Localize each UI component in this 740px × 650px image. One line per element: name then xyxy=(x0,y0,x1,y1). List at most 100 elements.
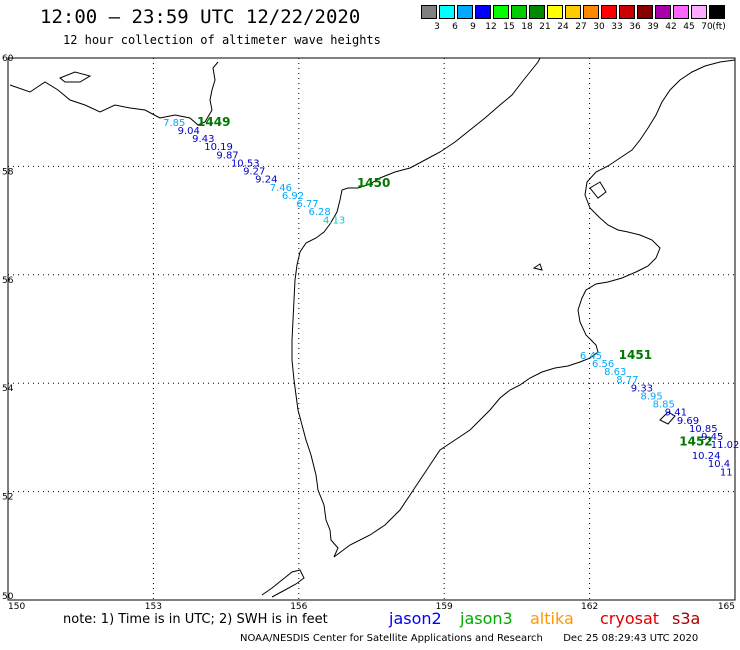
legend-swatch xyxy=(601,5,617,19)
legend-label: 70 xyxy=(701,22,713,32)
page-title: 12:00 – 23:59 UTC 12/22/2020 xyxy=(40,6,361,28)
legend-label: 42 xyxy=(665,22,677,32)
pass-number: 1452 xyxy=(679,435,712,449)
legend-swatch xyxy=(619,5,635,19)
legend-swatch xyxy=(709,5,725,19)
legend-label: 3 xyxy=(434,22,440,32)
footnote: note: 1) Time is in UTC; 2) SWH is in fe… xyxy=(63,612,328,627)
credit-line: NOAA/NESDIS Center for Satellite Applica… xyxy=(240,633,698,644)
commander-islands xyxy=(659,411,676,425)
wave-height-value: 9.04 xyxy=(178,126,200,137)
coastline xyxy=(9,57,736,598)
lon-tick-label: 162 xyxy=(581,602,598,612)
legend-label: 9 xyxy=(470,22,476,32)
legend-swatch xyxy=(475,5,491,19)
lon-tick-label: 153 xyxy=(145,602,162,612)
map-frame xyxy=(7,57,736,601)
legend-label: 39 xyxy=(647,22,659,32)
wave-height-value: 11.02 xyxy=(711,440,740,451)
wave-height-value: 6.28 xyxy=(308,207,330,218)
wave-height-value: 8.95 xyxy=(640,391,662,402)
legend-swatch xyxy=(565,5,581,19)
lon-tick-label: 165 xyxy=(718,602,735,612)
lat-tick-label: 58 xyxy=(2,167,14,177)
lat-tick-label: 52 xyxy=(2,493,13,503)
wave-height-value: 6.56 xyxy=(592,359,614,370)
pass-number: 1450 xyxy=(357,176,390,190)
page-subtitle: 12 hour collection of altimeter wave hei… xyxy=(63,33,381,47)
lon-tick-label: 150 xyxy=(8,602,25,612)
legend-swatch xyxy=(421,5,437,19)
lat-tick-label: 54 xyxy=(2,384,14,394)
legend-swatch xyxy=(547,5,563,19)
satellite-label: jason3 xyxy=(460,609,513,628)
legend-swatch xyxy=(655,5,671,19)
lon-tick-label: 156 xyxy=(290,602,307,612)
wave-height-value: 9.41 xyxy=(665,408,687,419)
kamchatka-coast xyxy=(291,57,541,558)
wave-height-value: 9.24 xyxy=(255,175,277,186)
lat-tick-label: 50 xyxy=(2,592,14,602)
legend-label: 12 xyxy=(485,22,497,32)
wave-height-value: 8.63 xyxy=(604,367,626,378)
kuril-north xyxy=(261,569,305,598)
wave-height-value: 9.27 xyxy=(243,167,265,178)
wave-height-value: 9.43 xyxy=(192,134,214,145)
legend-label: 21 xyxy=(539,22,551,32)
wave-height-value: 7.46 xyxy=(270,183,292,194)
wave-height-value: 9.69 xyxy=(677,416,699,427)
legend-label: 36 xyxy=(629,22,641,32)
wave-observations: 7.859.049.4310.199.8710.539.279.247.466.… xyxy=(163,118,739,479)
legend-label: 30 xyxy=(593,22,605,32)
legend-swatch xyxy=(673,5,689,19)
legend-swatch xyxy=(583,5,599,19)
wave-height-value: 10.19 xyxy=(204,142,233,153)
satellite-label: altika xyxy=(530,609,574,628)
islands-west xyxy=(59,71,92,83)
wave-height-value: 10.4 xyxy=(708,459,730,470)
wave-height-value: 6.45 xyxy=(580,351,602,362)
lat-tick-label: 56 xyxy=(2,276,14,286)
wave-height-value: 10.85 xyxy=(689,424,718,435)
karaginsky-island xyxy=(589,181,607,199)
wave-height-value: 9.33 xyxy=(631,383,653,394)
lat-tick-label: 60 xyxy=(2,54,14,64)
wave-height-value: 4.13 xyxy=(323,215,345,226)
okhotsk-north-coast xyxy=(159,61,219,126)
legend-swatch xyxy=(637,5,653,19)
small-island-1 xyxy=(532,263,543,271)
legend-label: 18 xyxy=(521,22,533,32)
legend-swatch xyxy=(493,5,509,19)
pass-number: 1449 xyxy=(197,115,230,129)
wave-height-value: 6.92 xyxy=(282,191,304,202)
wave-height-value: 8.77 xyxy=(616,375,638,386)
generated-time: Dec 25 08:29:43 UTC 2020 xyxy=(563,633,699,644)
wave-height-value: 10.24 xyxy=(692,451,721,462)
legend-label: 6 xyxy=(452,22,458,32)
lon-tick-label: 159 xyxy=(436,602,453,612)
legend-swatch xyxy=(529,5,545,19)
legend-swatch xyxy=(691,5,707,19)
legend-label: 33 xyxy=(611,22,623,32)
kamchatka-east-coast xyxy=(333,59,736,558)
legend-label: 27 xyxy=(575,22,587,32)
wave-height-value: 8.85 xyxy=(653,400,675,411)
legend-swatch xyxy=(511,5,527,19)
taui-coast xyxy=(9,81,161,119)
wave-height-value: 9.87 xyxy=(216,150,238,161)
legend-label: 45 xyxy=(683,22,695,32)
satellite-label: cryosat xyxy=(600,609,660,628)
wave-height-value: 7.85 xyxy=(163,118,185,129)
satellite-label: s3a xyxy=(672,609,701,628)
legend-swatch xyxy=(439,5,455,19)
wave-height-value: 11 xyxy=(720,467,733,478)
pass-number: 1451 xyxy=(619,348,652,362)
legend-label: 24 xyxy=(557,22,569,32)
legend-label: 15 xyxy=(503,22,515,32)
wave-height-value: 6.77 xyxy=(296,199,318,210)
legend-swatch xyxy=(457,5,473,19)
legend-unit: (ft) xyxy=(712,22,726,32)
pass-labels: 1449 1450 1451 1452 xyxy=(197,115,713,449)
satellite-label: jason2 xyxy=(389,609,442,628)
